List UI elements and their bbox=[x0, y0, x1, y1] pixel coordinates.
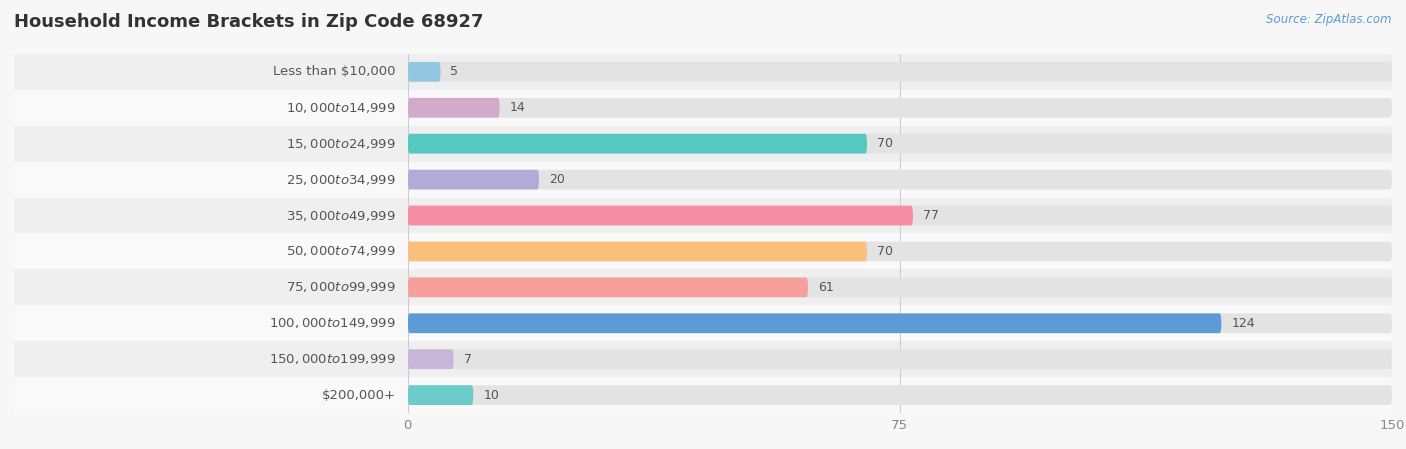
FancyBboxPatch shape bbox=[408, 206, 1392, 225]
FancyBboxPatch shape bbox=[408, 385, 474, 405]
FancyBboxPatch shape bbox=[14, 377, 408, 413]
FancyBboxPatch shape bbox=[408, 134, 868, 154]
FancyBboxPatch shape bbox=[14, 198, 408, 233]
FancyBboxPatch shape bbox=[14, 233, 408, 269]
Text: $10,000 to $14,999: $10,000 to $14,999 bbox=[287, 101, 396, 115]
FancyBboxPatch shape bbox=[408, 341, 1392, 377]
FancyBboxPatch shape bbox=[408, 126, 1392, 162]
FancyBboxPatch shape bbox=[408, 62, 1392, 82]
Text: 70: 70 bbox=[877, 137, 893, 150]
FancyBboxPatch shape bbox=[14, 126, 408, 162]
FancyBboxPatch shape bbox=[408, 134, 1392, 154]
Text: 5: 5 bbox=[450, 66, 458, 78]
FancyBboxPatch shape bbox=[408, 162, 1392, 198]
FancyBboxPatch shape bbox=[408, 242, 1392, 261]
Text: Source: ZipAtlas.com: Source: ZipAtlas.com bbox=[1267, 13, 1392, 26]
Text: $200,000+: $200,000+ bbox=[322, 389, 396, 401]
Text: $150,000 to $199,999: $150,000 to $199,999 bbox=[270, 352, 396, 366]
FancyBboxPatch shape bbox=[408, 98, 499, 118]
Text: $50,000 to $74,999: $50,000 to $74,999 bbox=[287, 244, 396, 259]
FancyBboxPatch shape bbox=[408, 269, 1392, 305]
FancyBboxPatch shape bbox=[408, 385, 1392, 405]
FancyBboxPatch shape bbox=[408, 349, 454, 369]
FancyBboxPatch shape bbox=[408, 90, 1392, 126]
FancyBboxPatch shape bbox=[408, 305, 1392, 341]
Text: $25,000 to $34,999: $25,000 to $34,999 bbox=[287, 172, 396, 187]
FancyBboxPatch shape bbox=[408, 313, 1222, 333]
Text: 61: 61 bbox=[818, 281, 834, 294]
FancyBboxPatch shape bbox=[408, 206, 912, 225]
Text: 77: 77 bbox=[922, 209, 939, 222]
Text: 7: 7 bbox=[464, 353, 471, 365]
Text: 14: 14 bbox=[509, 101, 526, 114]
Text: $100,000 to $149,999: $100,000 to $149,999 bbox=[270, 316, 396, 330]
FancyBboxPatch shape bbox=[408, 170, 1392, 189]
FancyBboxPatch shape bbox=[408, 277, 1392, 297]
FancyBboxPatch shape bbox=[408, 170, 538, 189]
FancyBboxPatch shape bbox=[408, 313, 1392, 333]
FancyBboxPatch shape bbox=[14, 341, 408, 377]
Text: $15,000 to $24,999: $15,000 to $24,999 bbox=[287, 136, 396, 151]
FancyBboxPatch shape bbox=[408, 242, 868, 261]
Text: 124: 124 bbox=[1232, 317, 1254, 330]
FancyBboxPatch shape bbox=[408, 377, 1392, 413]
Text: 70: 70 bbox=[877, 245, 893, 258]
FancyBboxPatch shape bbox=[14, 162, 408, 198]
Text: Household Income Brackets in Zip Code 68927: Household Income Brackets in Zip Code 68… bbox=[14, 13, 484, 31]
FancyBboxPatch shape bbox=[408, 233, 1392, 269]
Text: $35,000 to $49,999: $35,000 to $49,999 bbox=[287, 208, 396, 223]
FancyBboxPatch shape bbox=[408, 349, 1392, 369]
Text: 20: 20 bbox=[548, 173, 565, 186]
Text: 10: 10 bbox=[484, 389, 499, 401]
Text: Less than $10,000: Less than $10,000 bbox=[273, 66, 396, 78]
FancyBboxPatch shape bbox=[14, 90, 408, 126]
FancyBboxPatch shape bbox=[14, 269, 408, 305]
Text: $75,000 to $99,999: $75,000 to $99,999 bbox=[287, 280, 396, 295]
FancyBboxPatch shape bbox=[408, 98, 1392, 118]
FancyBboxPatch shape bbox=[408, 54, 1392, 90]
FancyBboxPatch shape bbox=[14, 54, 408, 90]
FancyBboxPatch shape bbox=[14, 305, 408, 341]
FancyBboxPatch shape bbox=[408, 198, 1392, 233]
FancyBboxPatch shape bbox=[408, 62, 440, 82]
FancyBboxPatch shape bbox=[408, 277, 808, 297]
